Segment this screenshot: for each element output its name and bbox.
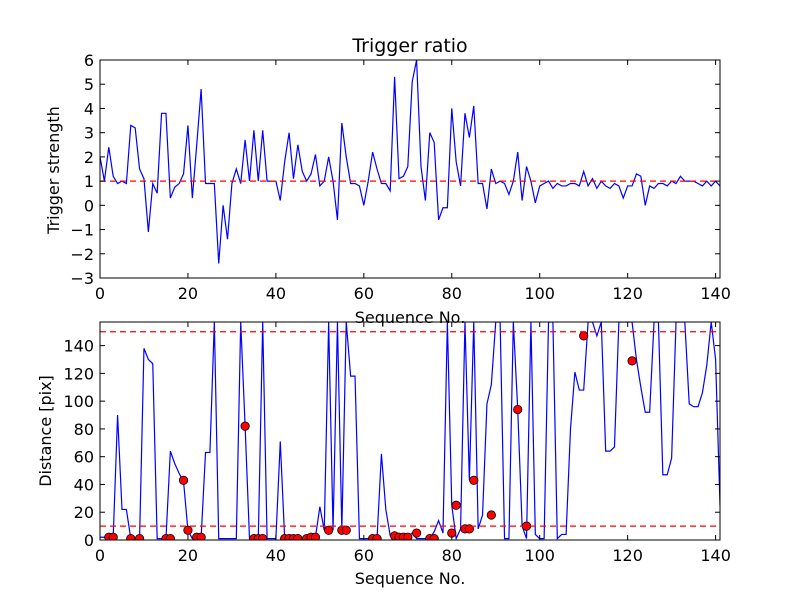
x-tick-label: 100 [524, 546, 555, 565]
y-tick-label: 6 [84, 51, 94, 70]
y-tick-label: 1 [84, 172, 94, 191]
x-tick-label: 140 [700, 546, 731, 565]
data-point [627, 356, 637, 366]
top-x-axis-label: Sequence No. [355, 308, 466, 327]
bottom-axes-frame [99, 321, 721, 541]
data-point [134, 534, 145, 540]
data-point [464, 524, 474, 534]
data-point [451, 500, 461, 510]
x-tick-label: 120 [612, 284, 643, 303]
x-tick-label: 60 [354, 284, 374, 303]
y-tick-label: 0 [84, 196, 94, 215]
y-tick-label: 140 [63, 337, 94, 356]
x-tick-label: 0 [95, 284, 105, 303]
y-tick-label: 4 [84, 99, 94, 118]
data-point [240, 421, 250, 431]
x-tick-label: 140 [700, 284, 731, 303]
x-tick-label: 100 [524, 284, 555, 303]
data-point [196, 532, 206, 540]
data-point [513, 404, 523, 415]
data-point [469, 475, 479, 485]
data-point [403, 532, 413, 540]
data-point [310, 532, 321, 540]
x-tick-label: 60 [354, 546, 374, 565]
y-tick-label: 40 [74, 475, 94, 494]
bottom-chart: 0 20 40 60 80 100 120 140 0 20 40 60 80 100 120 140 [63, 321, 731, 565]
top-series-group [100, 60, 720, 264]
x-tick-label: 80 [442, 284, 462, 303]
bottom-series-group [100, 322, 720, 540]
data-point [486, 510, 496, 520]
data-point [258, 534, 268, 540]
y-tick-label: 0 [84, 531, 94, 550]
x-tick-label: 20 [178, 284, 198, 303]
y-tick-label: 5 [84, 75, 94, 94]
data-point [411, 528, 422, 538]
data-point [108, 532, 118, 540]
x-tick-label: 20 [178, 546, 198, 565]
y-tick-label: 120 [63, 364, 94, 383]
series-line [100, 60, 720, 264]
y-tick-label: 100 [63, 392, 94, 411]
x-tick-label: 120 [612, 546, 643, 565]
bottom-ticks: 0 20 40 60 80 100 120 140 0 20 40 60 80 100 120 140 [63, 322, 731, 565]
y-tick-label: 80 [74, 420, 94, 439]
x-tick-label: 40 [266, 546, 286, 565]
bottom-y-axis-label: Distance [pix] [36, 375, 55, 487]
x-tick-label: 80 [442, 546, 462, 565]
y-tick-label: 60 [74, 448, 94, 467]
top-y-axis-label: Trigger strength [44, 106, 63, 235]
data-point [165, 534, 175, 540]
x-tick-label: 0 [95, 546, 105, 565]
bottom-x-axis-label: Sequence No. [355, 569, 466, 588]
data-point [429, 534, 439, 540]
data-point [183, 525, 193, 535]
top-chart-title: Trigger ratio [351, 35, 467, 57]
y-tick-label: −2 [70, 245, 94, 264]
data-point [178, 475, 189, 485]
y-tick-label: 3 [84, 124, 94, 143]
top-ticks: 0 20 40 60 80 100 120 140 −3 −2 −1 0 1 2 3 4 5 6 [70, 51, 730, 303]
data-point [324, 525, 334, 535]
bottom-plot-area [100, 322, 720, 540]
top-axes-frame [99, 59, 721, 279]
data-point [579, 331, 589, 341]
data-point [341, 525, 351, 535]
y-tick-label: 2 [84, 148, 94, 167]
y-tick-label: −1 [70, 221, 94, 240]
top-chart: 0 20 40 60 80 100 120 140 −3 −2 −1 0 1 2 3 4 5 6 [70, 51, 730, 303]
y-tick-label: 20 [74, 503, 94, 522]
top-plot-area [100, 60, 720, 264]
data-point [372, 534, 382, 540]
x-tick-label: 40 [266, 284, 286, 303]
y-tick-label: −3 [70, 269, 94, 288]
